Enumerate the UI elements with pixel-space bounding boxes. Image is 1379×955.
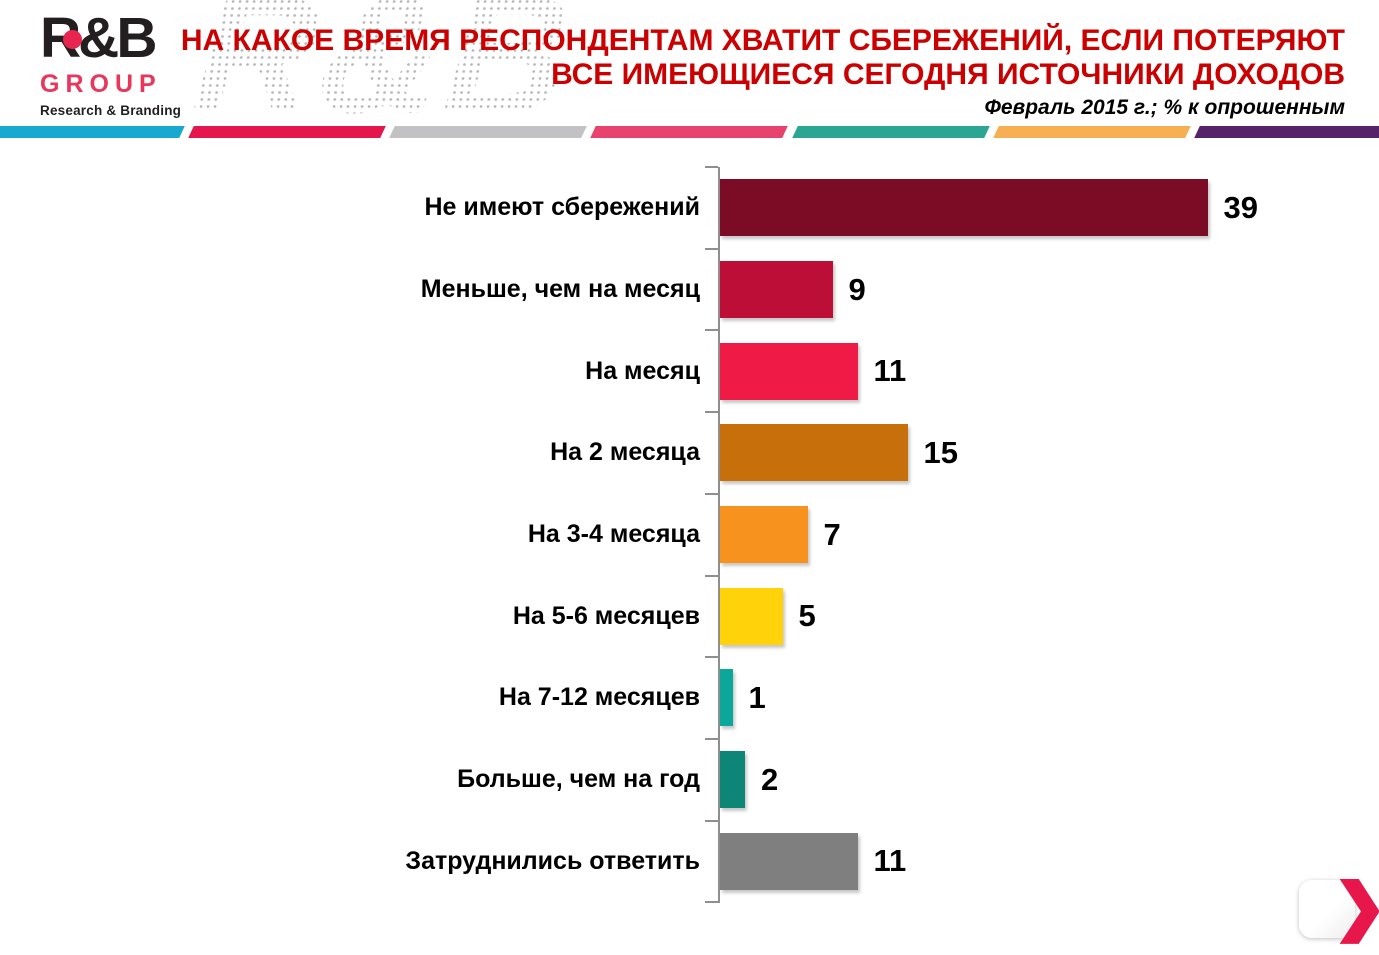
bar bbox=[720, 506, 808, 564]
slide-title: НА КАКОЕ ВРЕМЯ РЕСПОНДЕНТАМ ХВАТИТ СБЕРЕ… bbox=[181, 24, 1345, 91]
chart-row: На 3-4 месяца 7 bbox=[0, 494, 1379, 576]
chart-row: Не имеют сбережений 39 bbox=[0, 167, 1379, 249]
value-label: 11 bbox=[873, 843, 907, 879]
stripe-segment bbox=[1194, 126, 1379, 138]
value-label: 11 bbox=[873, 353, 907, 389]
value-label: 7 bbox=[823, 516, 841, 552]
bar bbox=[720, 832, 858, 890]
axis-tick bbox=[705, 166, 718, 168]
bar bbox=[720, 179, 1208, 237]
chart-row: На 5-6 месяцев 5 bbox=[0, 575, 1379, 657]
bar bbox=[720, 587, 783, 645]
axis-tick bbox=[705, 329, 718, 332]
category-label: Меньше, чем на месяц bbox=[420, 275, 700, 304]
slide-title-line2: ВСЕ ИМЕЮЩИЕСЯ СЕГОДНЯ ИСТОЧНИКИ ДОХОДОВ bbox=[551, 57, 1345, 91]
bar-area: 5 bbox=[700, 575, 1379, 657]
header: R&B R&B GROUP Research & Branding НА КАК… bbox=[0, 0, 1379, 126]
bar bbox=[720, 342, 858, 400]
bar bbox=[720, 424, 908, 482]
logo-brand-text: R&B bbox=[40, 6, 158, 70]
rb-group-logo: R&B GROUP Research & Branding bbox=[40, 6, 210, 119]
bar-area: 1 bbox=[700, 657, 1379, 739]
bar-area: 7 bbox=[700, 494, 1379, 576]
bar bbox=[720, 261, 833, 319]
category-label: На 2 месяца bbox=[550, 438, 700, 467]
category-label: Затруднились ответить bbox=[405, 846, 700, 875]
category-label: Не имеют сбережений bbox=[424, 193, 701, 222]
chart-row: На 7-12 месяцев 1 bbox=[0, 657, 1379, 739]
logo-tagline: Research & Branding bbox=[40, 103, 182, 118]
bar bbox=[720, 751, 745, 809]
bar-area: 15 bbox=[700, 412, 1379, 494]
category-axis-line bbox=[718, 167, 720, 903]
axis-tick bbox=[705, 247, 718, 250]
chart-row: Затруднились ответить 11 bbox=[0, 821, 1379, 903]
chart-row: Меньше, чем на месяц 9 bbox=[0, 249, 1379, 331]
axis-tick bbox=[705, 411, 718, 414]
stripe-segment bbox=[0, 126, 185, 138]
category-label: На месяц bbox=[585, 356, 700, 385]
chart-row: Больше, чем на год 2 bbox=[0, 739, 1379, 821]
value-label: 1 bbox=[748, 679, 766, 715]
category-label: На 3-4 месяца bbox=[527, 520, 700, 549]
value-label: 9 bbox=[848, 271, 866, 307]
category-label: Больше, чем на год bbox=[457, 765, 700, 794]
stripe-segment bbox=[992, 126, 1191, 138]
axis-tick bbox=[705, 574, 718, 577]
logo-group-text: GROUP bbox=[40, 70, 162, 98]
bar-area: 9 bbox=[700, 249, 1379, 331]
stripe-band bbox=[0, 126, 1379, 138]
slide-title-line1: НА КАКОЕ ВРЕМЯ РЕСПОНДЕНТАМ ХВАТИТ СБЕРЕ… bbox=[180, 24, 1345, 57]
bar-area: 39 bbox=[700, 167, 1379, 249]
axis-tick bbox=[705, 819, 718, 822]
axis-tick bbox=[705, 901, 718, 904]
next-button[interactable]: ❯ bbox=[1299, 875, 1379, 938]
chart-row: На месяц 11 bbox=[0, 330, 1379, 412]
value-label: 5 bbox=[798, 598, 816, 634]
logo-dot-icon bbox=[63, 30, 82, 49]
axis-tick bbox=[705, 737, 718, 740]
stripe-segment bbox=[791, 126, 990, 138]
bar-chart: Не имеют сбережений 39 Меньше, чем на меся… bbox=[0, 166, 1379, 904]
axis-tick bbox=[705, 656, 718, 659]
bar-area: 11 bbox=[700, 821, 1379, 903]
value-label: 2 bbox=[761, 761, 779, 797]
value-label: 39 bbox=[1223, 189, 1258, 225]
value-label: 15 bbox=[923, 434, 958, 470]
category-label: На 7-12 месяцев bbox=[498, 683, 700, 712]
slide-subtitle: Февраль 2015 г.; % к опрошенным bbox=[984, 96, 1345, 120]
bar-area: 11 bbox=[700, 330, 1379, 412]
stripe-segment bbox=[188, 126, 387, 138]
stripe-segment bbox=[590, 126, 789, 138]
bar bbox=[720, 669, 733, 727]
title-block: НА КАКОЕ ВРЕМЯ РЕСПОНДЕНТАМ ХВАТИТ СБЕРЕ… bbox=[181, 24, 1345, 120]
bar-area: 2 bbox=[700, 739, 1379, 821]
chevron-right-icon: ❯ bbox=[1333, 875, 1379, 938]
axis-tick bbox=[705, 492, 718, 495]
category-label: На 5-6 месяцев bbox=[512, 601, 700, 630]
stripe-segment bbox=[389, 126, 588, 138]
chart-row: На 2 месяца 15 bbox=[0, 412, 1379, 494]
